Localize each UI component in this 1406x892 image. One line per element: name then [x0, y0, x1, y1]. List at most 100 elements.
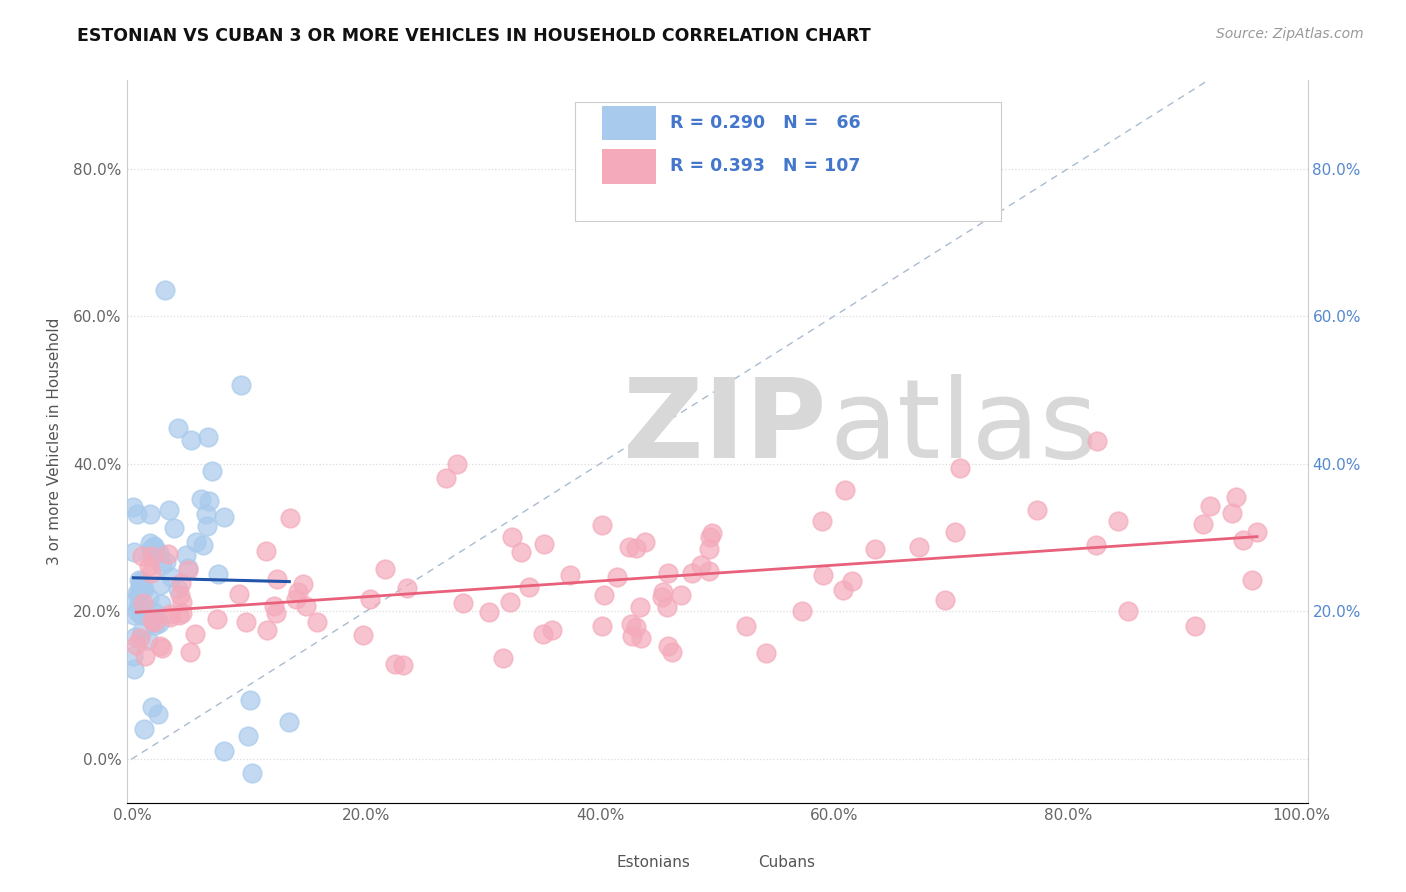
Point: [434, 471, 457, 485]
Point: [142, 615, 165, 629]
Point: [180, 433, 202, 447]
Point: [1116, 604, 1139, 618]
Point: [134, 649, 156, 664]
FancyBboxPatch shape: [575, 102, 1001, 221]
Point: [395, 581, 418, 595]
Point: [169, 587, 191, 601]
Point: [492, 650, 515, 665]
Point: [152, 558, 174, 573]
Point: [184, 535, 207, 549]
Point: [1199, 500, 1222, 514]
Point: [207, 566, 229, 581]
Point: [811, 514, 834, 528]
Point: [1085, 538, 1108, 552]
Point: [499, 595, 522, 609]
Point: [195, 519, 218, 533]
Point: [478, 605, 501, 619]
Point: [184, 627, 207, 641]
Point: [657, 639, 679, 653]
Point: [141, 700, 163, 714]
Point: [700, 526, 723, 541]
Point: [755, 646, 778, 660]
Point: [205, 612, 228, 626]
Point: [863, 542, 886, 557]
Point: [446, 457, 468, 471]
Point: [606, 570, 628, 584]
FancyBboxPatch shape: [603, 149, 655, 184]
Point: [122, 595, 145, 609]
Point: [621, 629, 644, 643]
Point: [384, 657, 406, 672]
Text: Source: ZipAtlas.com: Source: ZipAtlas.com: [1216, 27, 1364, 41]
Point: [655, 600, 678, 615]
Point: [141, 549, 163, 564]
Point: [143, 605, 166, 619]
Text: atlas: atlas: [830, 374, 1098, 481]
Point: [201, 464, 224, 478]
Point: [517, 580, 540, 594]
Point: [619, 540, 641, 554]
Point: [131, 608, 153, 623]
Point: [1085, 434, 1108, 449]
Point: [558, 567, 581, 582]
Point: [132, 596, 155, 610]
Point: [626, 541, 648, 556]
Point: [190, 491, 212, 506]
Point: [287, 584, 309, 599]
Point: [307, 615, 329, 630]
Point: [628, 599, 651, 614]
Point: [125, 586, 148, 600]
Point: [125, 638, 148, 652]
Point: [167, 421, 190, 435]
FancyBboxPatch shape: [717, 854, 752, 871]
Point: [278, 714, 301, 729]
Point: [177, 563, 200, 577]
Point: [254, 543, 277, 558]
Point: [131, 574, 153, 589]
Point: [591, 517, 613, 532]
Point: [661, 644, 683, 658]
Point: [690, 558, 713, 573]
Point: [533, 627, 555, 641]
Point: [157, 502, 180, 516]
Point: [540, 623, 562, 637]
Point: [124, 631, 146, 645]
Point: [122, 662, 145, 676]
Point: [240, 766, 263, 780]
Point: [148, 616, 170, 631]
Point: [934, 593, 956, 607]
Point: [128, 573, 150, 587]
Point: [1184, 619, 1206, 633]
Point: [127, 507, 149, 521]
Point: [174, 548, 197, 562]
Point: [179, 645, 201, 659]
Point: [170, 606, 193, 620]
Point: [153, 284, 176, 298]
FancyBboxPatch shape: [603, 105, 655, 140]
Point: [292, 576, 315, 591]
Point: [834, 483, 856, 497]
Point: [156, 547, 179, 561]
Point: [228, 586, 250, 600]
Point: [128, 587, 150, 601]
Point: [1192, 517, 1215, 532]
Point: [1107, 514, 1129, 528]
Point: [131, 549, 153, 564]
Point: [150, 640, 173, 655]
Point: [657, 566, 679, 581]
Point: [651, 590, 673, 604]
Point: [841, 574, 863, 589]
Point: [131, 624, 153, 639]
Point: [128, 597, 150, 611]
Point: [134, 600, 156, 615]
Point: [374, 561, 396, 575]
Point: [141, 613, 163, 627]
Point: [792, 604, 814, 618]
Point: [697, 564, 720, 578]
Point: [681, 566, 703, 581]
Point: [132, 582, 155, 596]
Point: [122, 545, 145, 559]
Point: [266, 572, 288, 586]
Point: [167, 582, 190, 596]
Point: [239, 692, 262, 706]
